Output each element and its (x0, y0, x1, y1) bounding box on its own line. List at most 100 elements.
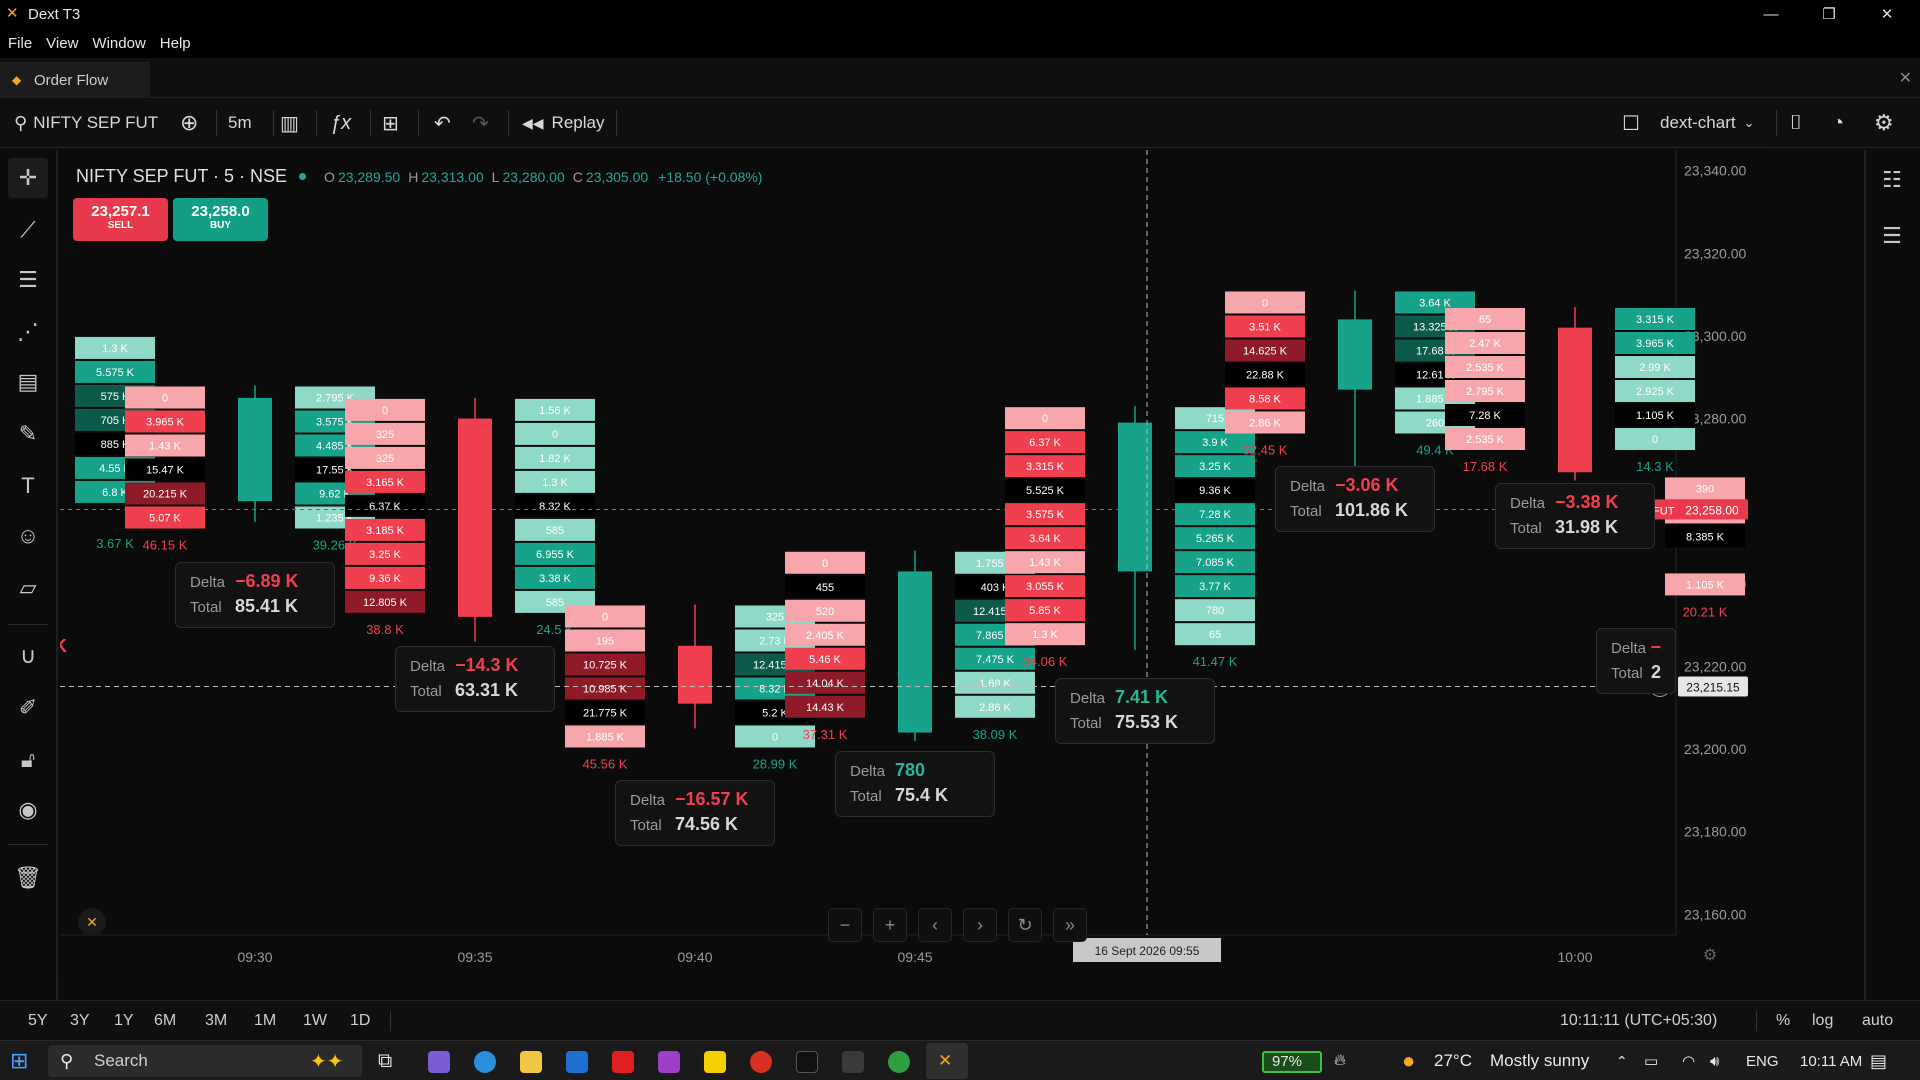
file-explorer-icon[interactable] (520, 1051, 542, 1073)
ruler-icon[interactable]: ▱ (19, 575, 37, 600)
sell-volume-text: 195 (596, 635, 614, 647)
range-3m[interactable]: 3M (205, 1012, 228, 1029)
log-toggle[interactable]: log (1812, 1012, 1834, 1029)
scroll-to-latest-button[interactable]: » (1053, 908, 1087, 942)
range-1d[interactable]: 1D (350, 1012, 371, 1029)
crosshair-icon[interactable]: ✛ (8, 158, 48, 198)
sell-volume-cell (1445, 404, 1525, 426)
dext-app-active[interactable] (926, 1043, 968, 1079)
symbol-search[interactable]: ⚲ NIFTY SEP FUT (14, 98, 158, 148)
range-6m[interactable]: 6M (154, 1012, 177, 1029)
menu-view[interactable]: View (46, 34, 79, 52)
language-indicator[interactable]: ENG (1746, 1052, 1779, 1070)
forecast-icon[interactable]: ▤ (17, 369, 39, 394)
buy-button[interactable]: 23,258.0 BUY (173, 198, 268, 241)
chevron-up-icon[interactable]: ⌃ (1616, 1052, 1628, 1069)
indicators-icon[interactable]: ƒx (330, 111, 352, 134)
battery-icon[interactable]: ▭ (1644, 1053, 1659, 1070)
camera-icon[interactable]: ⌷ (1790, 111, 1802, 134)
scroll-left-button[interactable]: ‹ (918, 908, 952, 942)
sell-volume-text: 8.58 K (1249, 393, 1281, 405)
weather-temp[interactable]: 27°C (1434, 1051, 1472, 1070)
eye-icon[interactable]: ◉ (18, 797, 38, 822)
taskbar-clock[interactable]: 10:11 AM (1800, 1052, 1863, 1070)
redo-icon[interactable]: ↷ (472, 112, 489, 135)
buy-volume-text: 7.475 K (976, 654, 1015, 666)
draw-lock-pencil-icon[interactable]: ✐ (18, 695, 38, 720)
magnet-icon[interactable]: ∪ (19, 643, 37, 668)
zoom-in-button[interactable]: + (873, 908, 907, 942)
sell-volume-cell (1005, 551, 1085, 574)
pattern-icon[interactable]: ⋰ (17, 319, 39, 344)
buy-volume-cell (955, 647, 1035, 670)
menu-window[interactable]: Window (92, 34, 146, 52)
edge-app-icon[interactable] (474, 1051, 496, 1073)
minimize-button[interactable]: — (1763, 5, 1779, 23)
sell-volume-text: 0 (602, 611, 608, 623)
volume-icon[interactable]: 🔊︎ (1710, 1052, 1720, 1070)
sell-volume-text: 3.965 K (146, 417, 185, 429)
chrome-profile-icon[interactable] (888, 1051, 910, 1073)
calculator-app-icon[interactable] (842, 1051, 864, 1073)
details-list-icon[interactable]: ☰ (1882, 223, 1902, 248)
undo-icon[interactable]: ↶ (434, 112, 451, 135)
watchlist-icon[interactable]: ☷ (1882, 167, 1902, 192)
range-1w[interactable]: 1W (303, 1012, 327, 1029)
task-view-icon[interactable]: ⧉ (378, 1049, 393, 1072)
menu-help[interactable]: Help (159, 34, 191, 52)
range-1m[interactable]: 1M (254, 1012, 277, 1029)
buy-volume-cell (1175, 527, 1255, 550)
chart-canvas[interactable]: 23,340.00 23,320.00 23,300.00 23,280.00 23,2… (60, 150, 1770, 970)
layout-checkbox-icon[interactable]: ☐ (1622, 112, 1640, 135)
sell-button[interactable]: 23,257.1 SELL (73, 198, 168, 241)
zoom-out-button[interactable]: − (828, 908, 862, 942)
wifi-icon[interactable]: ◠ (1682, 1053, 1696, 1070)
trendline-icon[interactable]: ⟋ (20, 217, 36, 242)
outlook-app-icon[interactable] (566, 1051, 588, 1073)
total-value: 85.41 K (235, 595, 299, 616)
range-3y[interactable]: 3Y (70, 1012, 90, 1029)
notifications-icon[interactable]: ▤ (1870, 1050, 1888, 1071)
fib-levels-icon[interactable]: ☰ (18, 267, 38, 292)
footprint-chart[interactable]: 23,340.00 23,320.00 23,300.00 23,280.00 23,2… (60, 150, 1770, 970)
close-tab-icon[interactable]: ✕ (1898, 70, 1912, 87)
interval-button[interactable]: 5m (228, 113, 252, 132)
auto-toggle[interactable]: auto (1862, 1012, 1894, 1029)
weather-desc[interactable]: Mostly sunny (1490, 1051, 1590, 1070)
range-5y[interactable]: 5Y (28, 1012, 48, 1029)
layout-selector[interactable]: dext-chart ⌄ (1660, 98, 1755, 148)
app-l-icon[interactable] (612, 1051, 634, 1073)
sticky-notes-icon[interactable] (704, 1051, 726, 1073)
reset-chart-button[interactable]: ↻ (1008, 908, 1042, 942)
alert-icon[interactable]: ◔ (1832, 111, 1845, 134)
add-symbol-icon[interactable]: ⊕ (180, 110, 199, 135)
settings-gear-icon[interactable]: ⚙ (1874, 110, 1894, 135)
menu-file[interactable]: File (8, 34, 33, 52)
close-window-button[interactable]: ✕ (1880, 6, 1894, 23)
scroll-right-button[interactable]: › (963, 908, 997, 942)
replay-button[interactable]: ◀◀ Replay (522, 98, 604, 148)
tab-order-flow[interactable]: ◆ Order Flow (0, 62, 150, 98)
taskbar-search-box[interactable] (48, 1045, 362, 1077)
buy-volume-cell (1175, 623, 1255, 646)
brush-icon[interactable]: ✎ (18, 421, 38, 446)
windows-start-icon[interactable]: ⊞ (10, 1048, 29, 1073)
lock-icon[interactable]: 🔓︎ (20, 747, 36, 772)
tradingview-app-icon[interactable] (796, 1051, 818, 1073)
restore-button[interactable]: ❐ (1822, 6, 1836, 23)
layout-grid-icon[interactable]: ⊞ (382, 112, 399, 135)
delta-value: −3.06 K (1335, 475, 1399, 496)
range-1y[interactable]: 1Y (114, 1012, 134, 1029)
emoji-icon[interactable]: ☺ (16, 523, 40, 548)
m365-app-icon[interactable] (658, 1051, 680, 1073)
battery-percent[interactable]: 97% (1272, 1052, 1303, 1070)
trash-icon[interactable]: 🗑︎ (14, 865, 42, 890)
delta-label: Delta (190, 573, 226, 591)
percent-toggle[interactable]: % (1776, 1012, 1791, 1029)
search-icon: ⚲ (14, 112, 28, 133)
text-tool-icon[interactable]: T (21, 473, 35, 498)
chrome-app-icon[interactable] (750, 1051, 772, 1073)
sell-volume-cell (1005, 455, 1085, 478)
copilot-app-icon[interactable] (428, 1051, 450, 1073)
candle-type-icon[interactable]: ▥ (280, 112, 299, 135)
